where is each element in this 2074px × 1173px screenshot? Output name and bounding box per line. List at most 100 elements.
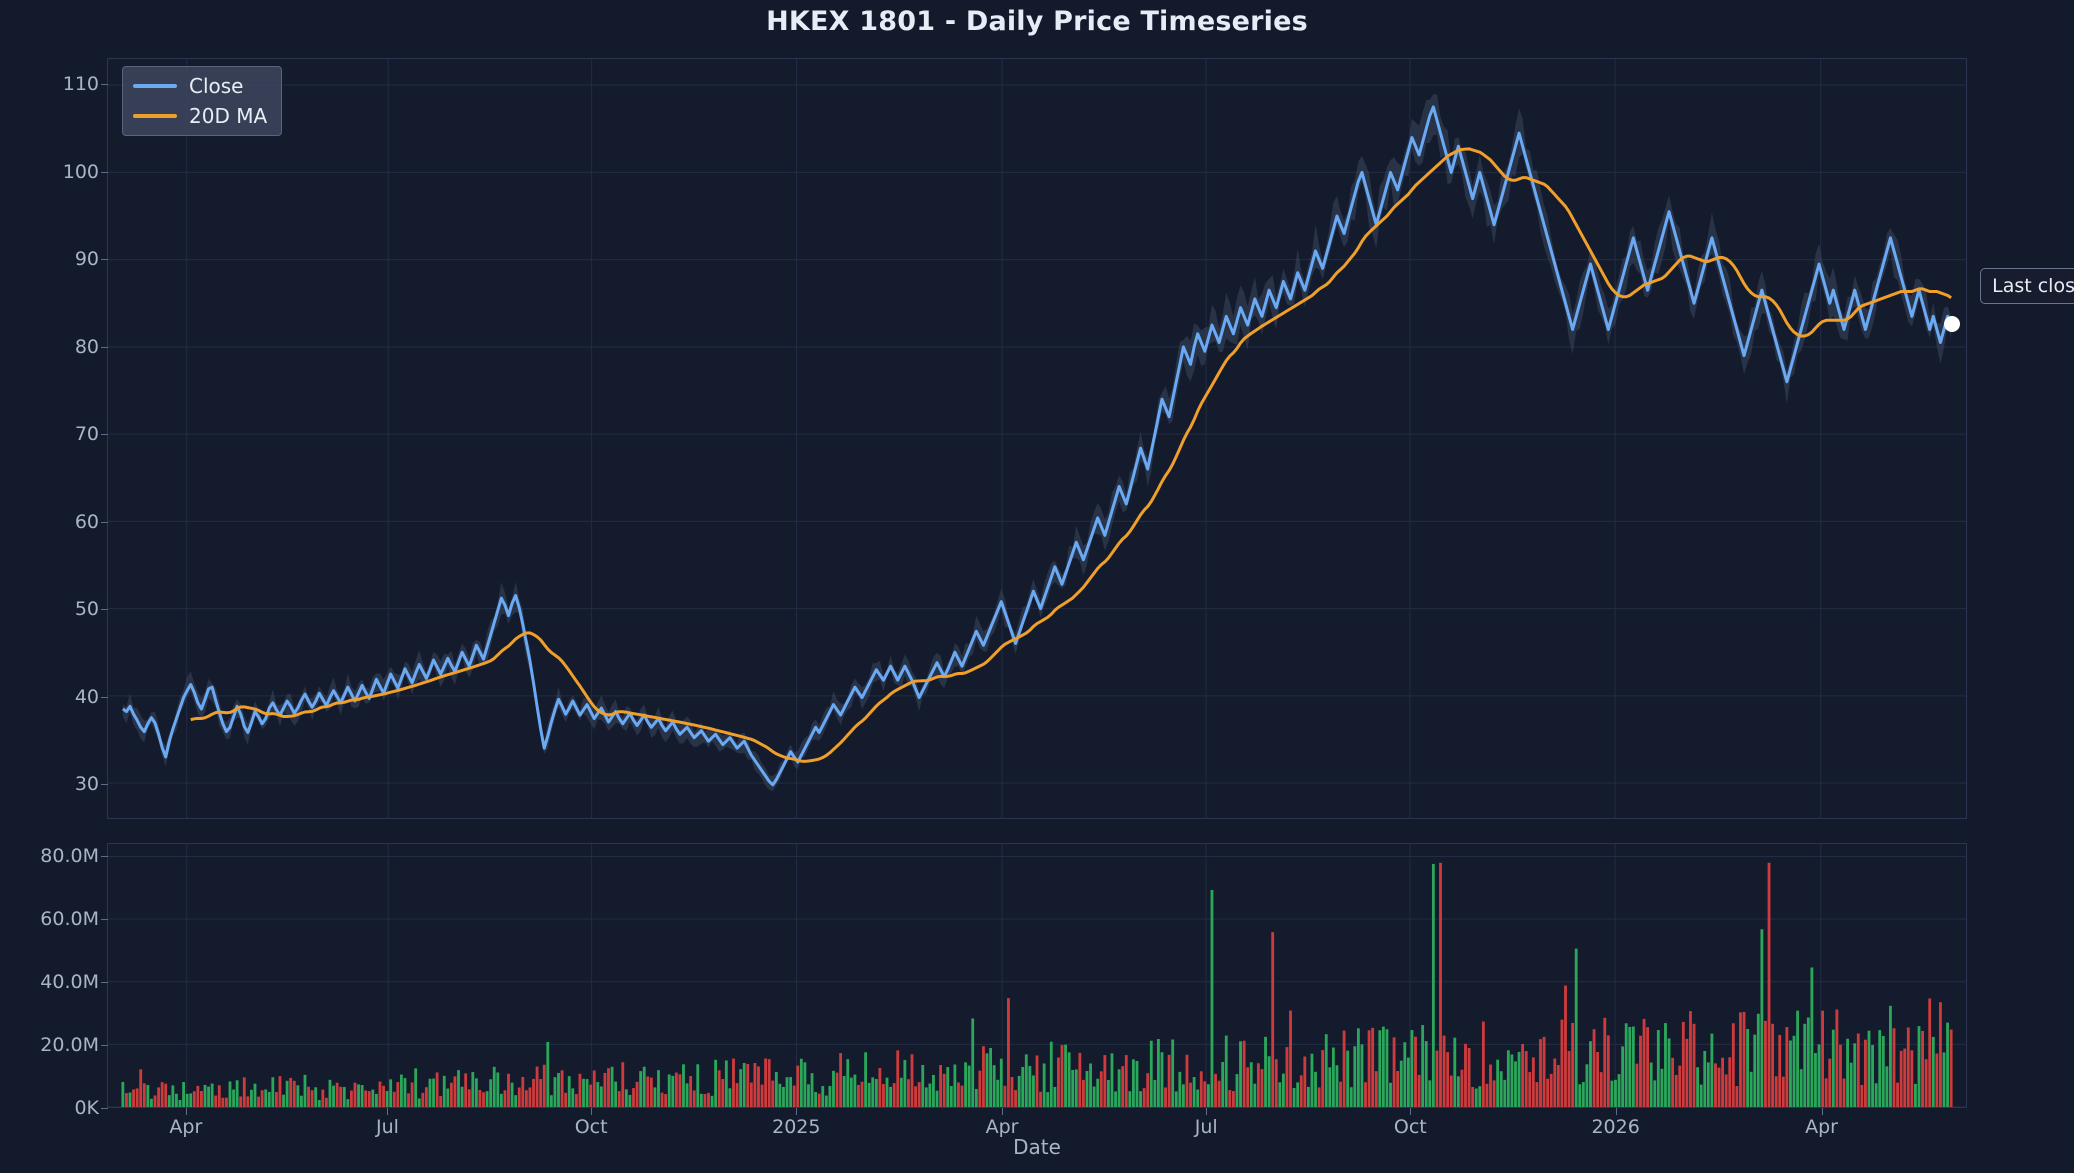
volume-bar (614, 1081, 618, 1107)
volume-bar (217, 1085, 221, 1107)
volume-bar (503, 1090, 507, 1107)
volume-bar (878, 1068, 882, 1107)
volume-bar (724, 1060, 728, 1107)
volume-bar (742, 1062, 746, 1107)
volume-bar (971, 1018, 975, 1107)
volume-bar (399, 1074, 403, 1107)
volume-bar (464, 1073, 468, 1107)
volume-bar (1092, 1086, 1096, 1107)
volume-bar (1121, 1066, 1125, 1107)
volume-bar (599, 1086, 603, 1107)
last-close-marker (1944, 316, 1961, 333)
volume-bar (1467, 1048, 1471, 1107)
x-tick-mark (591, 1108, 593, 1115)
volume-bar (1799, 1069, 1803, 1107)
volume-bar (1864, 1039, 1867, 1107)
volume-bar (1360, 1044, 1364, 1107)
volume-bar (239, 1096, 243, 1107)
volume-bar (1646, 1027, 1650, 1107)
volume-bar (1867, 1030, 1871, 1107)
volume-bar (1256, 1063, 1260, 1107)
volume-y-tick-label: 20.0M (40, 1034, 108, 1056)
volume-bar (1899, 1050, 1903, 1107)
x-tick-label: Oct (574, 1116, 608, 1138)
volume-bar (1292, 1088, 1296, 1107)
volume-bar (671, 1075, 675, 1107)
volume-bar (749, 1082, 753, 1107)
volume-bar (957, 1082, 960, 1107)
volume-bar (649, 1077, 653, 1107)
volume-bar (1224, 1035, 1228, 1107)
volume-bar (1356, 1028, 1360, 1107)
volume-bar (146, 1085, 150, 1107)
volume-bar (1296, 1082, 1300, 1107)
volume-bar (660, 1092, 664, 1107)
volume-bar (1735, 1086, 1739, 1107)
volume-bar (532, 1078, 535, 1107)
legend-label-ma: 20D MA (189, 104, 268, 128)
tick-mark (101, 855, 108, 857)
volume-bar (1503, 1079, 1507, 1107)
volume-bar (1474, 1088, 1478, 1107)
volume-bar (1160, 1052, 1164, 1107)
volume-bar (1731, 1023, 1735, 1107)
price-y-tick-label: 30 (75, 773, 108, 795)
volume-plot-area (108, 844, 1966, 1107)
volume-bar (1303, 1056, 1307, 1107)
volume-bar (1589, 1041, 1592, 1107)
chart-legend: Close 20D MA (122, 66, 283, 136)
volume-bar (1699, 1084, 1703, 1107)
volume-bar (1342, 1030, 1346, 1107)
volume-bar (1442, 1035, 1446, 1107)
volume-bar (1856, 1033, 1860, 1107)
volume-bar (1831, 1029, 1835, 1107)
tick-mark (101, 981, 108, 983)
volume-bar (335, 1082, 339, 1107)
volume-bar (457, 1070, 460, 1107)
volume-bar (171, 1085, 175, 1107)
volume-bar (1353, 1046, 1357, 1107)
volume-bar (1089, 1063, 1092, 1107)
volume-bar (292, 1080, 296, 1107)
volume-bar (1606, 1035, 1610, 1107)
volume-bar (257, 1096, 260, 1107)
volume-bar (1067, 1052, 1071, 1107)
volume-bar (935, 1090, 939, 1107)
volume-bar (907, 1079, 910, 1107)
volume-bar (664, 1094, 668, 1107)
volume-bar (260, 1090, 264, 1107)
volume-bar (964, 1062, 967, 1107)
volume-bar (1560, 1019, 1564, 1107)
volume-bar (1717, 1067, 1721, 1107)
volume-bar (624, 1089, 628, 1107)
volume-bar (1217, 1080, 1221, 1107)
volume-bar (892, 1083, 896, 1107)
volume-bar (1806, 1017, 1810, 1107)
volume-bar (1910, 1050, 1914, 1107)
volume-bar (1492, 1080, 1496, 1107)
volume-bar (1335, 1065, 1339, 1107)
volume-bar (1199, 1071, 1203, 1107)
volume-bar (1756, 1013, 1760, 1107)
volume-bar (635, 1081, 639, 1107)
volume-bar (535, 1066, 539, 1107)
volume-bar (821, 1086, 825, 1107)
x-tick-label: Apr (985, 1116, 1019, 1138)
volume-bar (1381, 1026, 1385, 1107)
volume-bar (674, 1072, 678, 1107)
volume-bar (1264, 1036, 1267, 1107)
volume-bar (760, 1084, 764, 1107)
volume-bar (1399, 1060, 1403, 1107)
volume-bar (1214, 1073, 1217, 1107)
volume-bar (221, 1097, 225, 1107)
tick-mark (101, 84, 108, 86)
volume-bar (1510, 1054, 1514, 1107)
volume-bar (1656, 1029, 1660, 1107)
volume-bar (1596, 1052, 1600, 1107)
volume-bar (953, 1064, 957, 1107)
volume-bar (321, 1089, 325, 1107)
volume-bar (1285, 1047, 1289, 1107)
price-y-tick-label: 40 (75, 686, 108, 708)
volume-bar (596, 1082, 600, 1107)
volume-bar (571, 1088, 575, 1107)
